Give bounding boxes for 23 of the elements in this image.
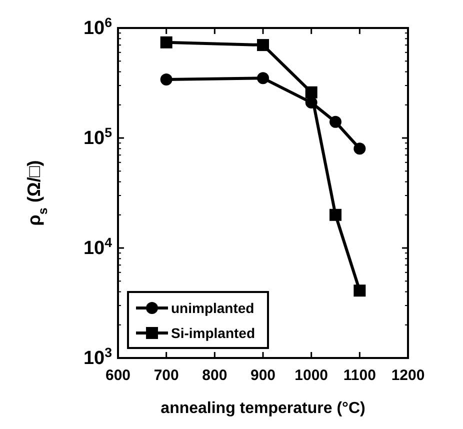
- x-tick-label: 1000: [294, 367, 328, 384]
- x-axis-title: annealing temperature (°C): [160, 400, 366, 417]
- y-tick-label: 10$^{3}$: [83, 344, 112, 369]
- y-tick-label: 10$^{5}$: [83, 124, 113, 149]
- point: [257, 39, 269, 52]
- point: [330, 208, 342, 221]
- y-tick-label: 10$^{6}$: [83, 14, 112, 39]
- point: [257, 72, 269, 84]
- y-tick-label: 10$^{4}$: [83, 234, 113, 259]
- point: [160, 36, 172, 48]
- point: [330, 116, 342, 128]
- point: [354, 142, 366, 155]
- legend-label: unimplanted: [171, 300, 254, 316]
- x-tick-label: 1200: [391, 367, 425, 384]
- x-tick-label: 1100: [343, 367, 376, 384]
- x-tick-label: 800: [202, 367, 228, 384]
- legend-label: Si-implanted: [171, 325, 256, 341]
- point: [160, 74, 172, 86]
- x-tick-label: 700: [154, 367, 179, 384]
- x-tick-label: 900: [250, 367, 276, 384]
- point: [305, 86, 318, 98]
- x-tick-label: 600: [105, 367, 131, 384]
- point: [354, 284, 366, 297]
